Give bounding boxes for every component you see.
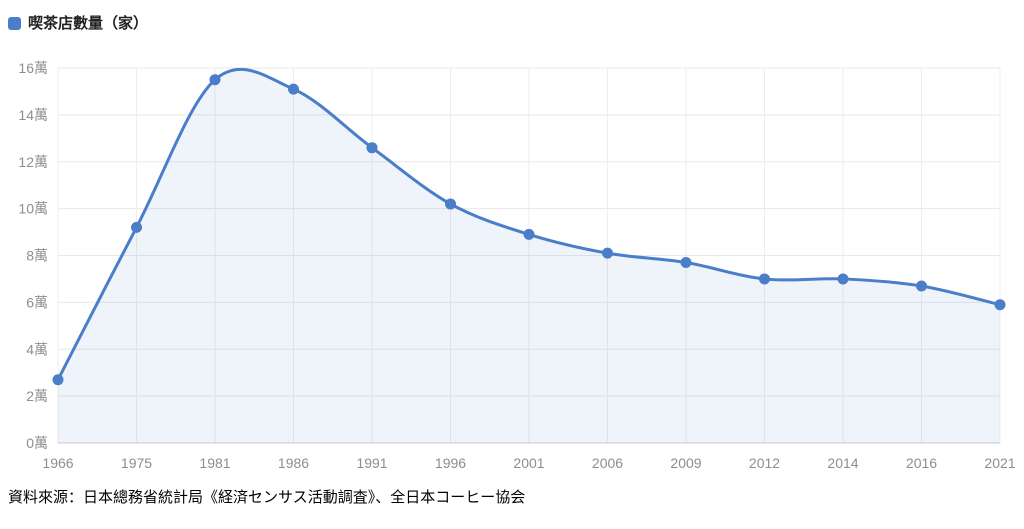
data-point[interactable] <box>759 273 770 285</box>
data-point[interactable] <box>445 198 456 210</box>
area-fill <box>58 69 1000 444</box>
y-tick-label: 2萬 <box>26 388 48 404</box>
data-point[interactable] <box>52 374 64 386</box>
y-tick-label: 0萬 <box>26 435 48 451</box>
x-tick-label: 2012 <box>749 455 780 471</box>
x-tick-label: 1996 <box>435 455 466 471</box>
y-tick-label: 6萬 <box>26 294 48 310</box>
x-tick-label: 1991 <box>356 455 387 471</box>
x-tick-label: 1966 <box>42 455 73 471</box>
data-point[interactable] <box>131 221 142 233</box>
y-tick-label: 12萬 <box>18 154 48 170</box>
data-point[interactable] <box>523 228 535 240</box>
y-tick-label: 4萬 <box>26 341 48 357</box>
source-note: 資料來源：日本總務省統計局《経済センサス活動調査》、全日本コーヒー協会 <box>8 489 526 506</box>
x-tick-label: 2006 <box>592 455 623 471</box>
legend-marker-icon <box>8 17 21 30</box>
data-point[interactable] <box>602 247 613 259</box>
data-point[interactable] <box>209 74 221 86</box>
x-tick-label: 2021 <box>984 455 1015 471</box>
x-tick-label: 2014 <box>827 455 858 471</box>
data-point[interactable] <box>837 273 849 285</box>
legend[interactable]: 喫茶店數量（家） <box>8 16 148 31</box>
data-point[interactable] <box>366 142 378 154</box>
data-point[interactable] <box>994 299 1006 311</box>
x-tick-label: 1975 <box>121 455 152 471</box>
y-tick-label: 16萬 <box>18 60 48 76</box>
y-tick-label: 10萬 <box>18 201 48 217</box>
y-tick-label: 14萬 <box>18 107 48 123</box>
data-point[interactable] <box>288 83 299 95</box>
x-tick-label: 2016 <box>906 455 937 471</box>
legend-label: 喫茶店數量（家） <box>28 15 149 32</box>
y-tick-label: 8萬 <box>26 248 48 264</box>
data-point[interactable] <box>680 257 692 269</box>
x-tick-label: 1986 <box>278 455 309 471</box>
series-line <box>56 67 1002 382</box>
line-chart[interactable]: 0萬 2萬 4萬 6萬 8萬 10萬 12萬 14萬 16萬 1966 1975 1981 1986 19… <box>0 0 1024 480</box>
x-tick-label: 2001 <box>513 455 544 471</box>
x-tick-label: 1981 <box>199 455 230 471</box>
data-point[interactable] <box>916 280 927 292</box>
x-tick-label: 2009 <box>670 455 701 471</box>
